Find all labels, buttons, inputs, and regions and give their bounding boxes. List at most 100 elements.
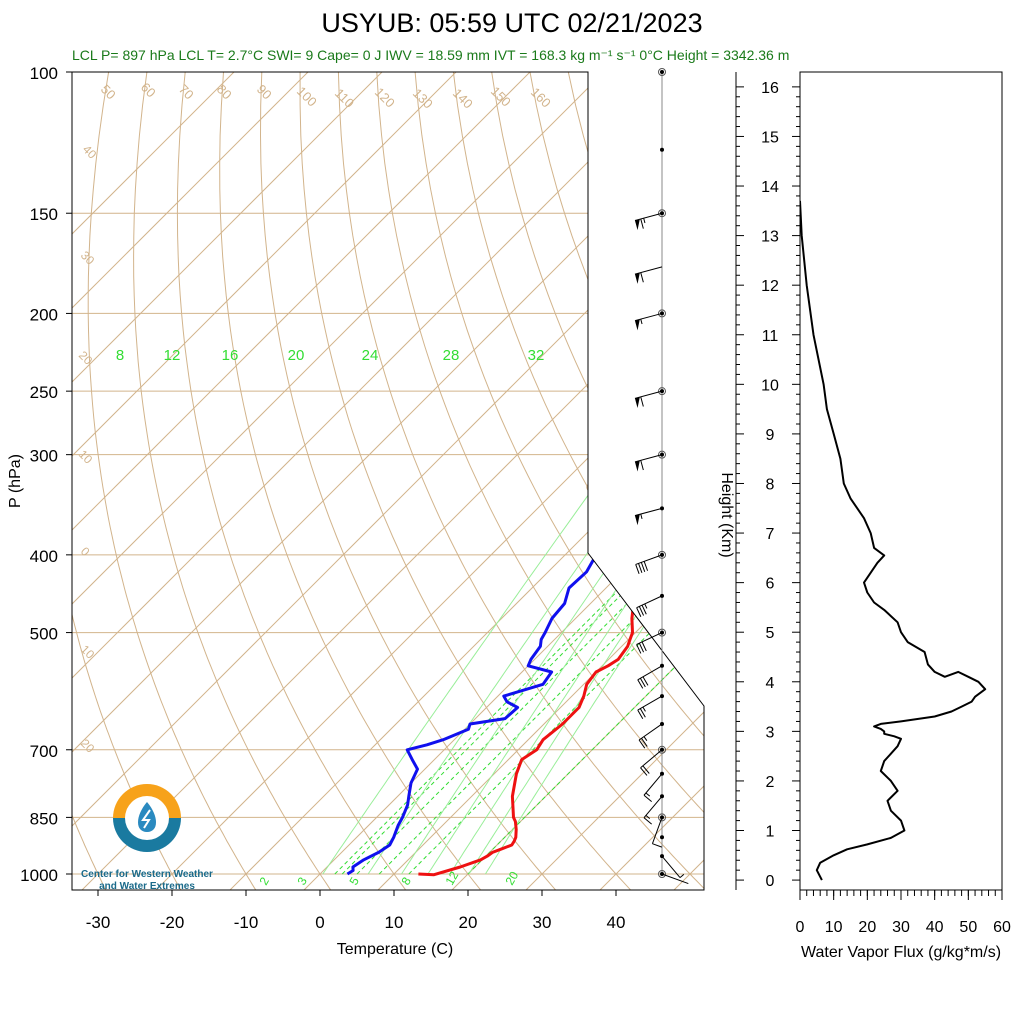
isotherm-line	[72, 72, 679, 679]
isotherm-label: 80	[214, 82, 235, 103]
moist-adiabat	[467, 637, 704, 875]
isotherm-label: 50	[98, 82, 119, 103]
wind-pennant	[634, 397, 640, 409]
isotherm-line	[72, 72, 531, 531]
height-tick-label: 1	[766, 824, 775, 841]
height-tick-label: 3	[766, 724, 775, 741]
isotherm-line	[72, 193, 704, 827]
skewt-frame	[71, 71, 705, 891]
height-tick-label: 7	[766, 526, 775, 543]
mixing-ratio-label: 24	[362, 347, 379, 364]
wind-calm-circle	[658, 813, 666, 822]
wind-barb	[634, 312, 663, 331]
isotherm-label: 150	[488, 84, 514, 110]
wind-full-barb	[642, 765, 650, 774]
wind-half-barb	[645, 815, 651, 820]
lightning-icon	[141, 809, 151, 829]
wind-barb	[636, 632, 663, 654]
isotherm-line	[81, 267, 704, 890]
wind-calm-circle	[658, 387, 666, 396]
wind-full-barb	[640, 562, 646, 572]
isotherm-line	[451, 637, 704, 890]
wind-barb-staff	[637, 695, 663, 711]
temperature-tick-label: -30	[86, 913, 111, 932]
mixing-ratio-label: 12	[164, 347, 181, 364]
flux-tick-label: 20	[858, 919, 876, 936]
wind-barb	[634, 266, 663, 284]
wind-barb	[661, 873, 689, 885]
height-tick-label: 10	[761, 377, 779, 394]
mixing-ratio-label: 16	[222, 347, 239, 364]
moist-adiabat-label: 8	[398, 874, 414, 887]
wind-barb	[637, 695, 663, 719]
wind-half-barb	[642, 706, 646, 712]
dry-adiabat	[133, 72, 332, 890]
temperature-tick-label: -20	[160, 913, 185, 932]
temperature-tick-label: 40	[607, 913, 626, 932]
wind-barb	[638, 723, 663, 749]
dry-adiabat	[710, 35, 1024, 891]
wind-barb-staff	[661, 855, 681, 878]
wind-level-dot	[660, 147, 664, 152]
wind-calm-circle	[658, 68, 666, 76]
height-tick-label: 5	[766, 625, 775, 642]
wind-full-barb	[641, 604, 647, 615]
mixing-ratio-label: 28	[443, 347, 460, 364]
isotherm-line	[72, 72, 457, 457]
wind-calm-circle	[658, 745, 666, 754]
wind-half-barb	[645, 792, 651, 797]
wind-full-barb	[639, 708, 646, 718]
dry-adiabat	[784, 35, 1024, 891]
dry-adiabat	[747, 35, 1024, 891]
flux-frame	[799, 71, 1003, 891]
isotherm-label: 20	[78, 736, 98, 756]
wind-calm-circle	[658, 550, 666, 559]
temperature-axis-label: Temperature (C)	[337, 941, 453, 958]
wind-barb	[635, 554, 663, 574]
pressure-tick-label: 850	[30, 809, 58, 828]
wind-barb-staff	[635, 554, 663, 565]
temperature-tick-label: -10	[234, 913, 259, 932]
dry-adiabat	[491, 72, 704, 582]
dry-adiabat	[219, 72, 482, 890]
wind-full-barb	[638, 563, 643, 573]
sounding-indices: LCL P= 897 hPa LCL T= 2.7°C SWI= 9 Cape=…	[72, 47, 790, 63]
wind-full-barb	[636, 644, 642, 654]
isotherm-line	[72, 72, 605, 605]
moist-adiabat	[408, 577, 704, 875]
water-vapor-flux-trace	[800, 200, 987, 881]
dry-adiabat	[299, 72, 632, 890]
mixing-ratio-line	[322, 361, 686, 875]
flux-tick-label: 50	[959, 919, 977, 936]
height-tick-label: 0	[766, 873, 775, 890]
height-tick-label: 2	[766, 774, 775, 791]
wind-level-dot	[660, 70, 664, 74]
height-tick-label: 16	[761, 80, 779, 97]
wind-barb	[634, 507, 663, 526]
height-tick-label: 6	[766, 576, 775, 593]
pressure-tick-label: 200	[30, 305, 58, 324]
raindrop-icon	[138, 802, 156, 832]
wind-barb-staff	[643, 773, 663, 796]
wind-full-barb	[642, 676, 649, 686]
wind-full-barb	[652, 843, 662, 848]
isotherm-line	[673, 859, 704, 890]
wind-level-dot	[660, 835, 664, 840]
height-tick-label: 13	[761, 229, 779, 246]
wind-full-barb	[639, 678, 646, 688]
wind-full-barb	[640, 272, 644, 283]
height-tick-label: 4	[766, 675, 775, 692]
isotherm-line	[377, 563, 704, 890]
chart-mask	[588, 72, 704, 706]
wind-half-barb	[640, 513, 643, 519]
isotherm-line	[525, 711, 704, 890]
isotherm-line	[155, 341, 704, 890]
wind-full-barb	[640, 767, 648, 776]
height-tick-label: 9	[766, 427, 775, 444]
temperature-tick-label: 20	[459, 913, 478, 932]
wind-barb-staff	[638, 723, 663, 741]
height-tick-label: 8	[766, 476, 775, 493]
wind-full-barb	[643, 561, 649, 571]
flux-trace-group	[800, 200, 987, 881]
